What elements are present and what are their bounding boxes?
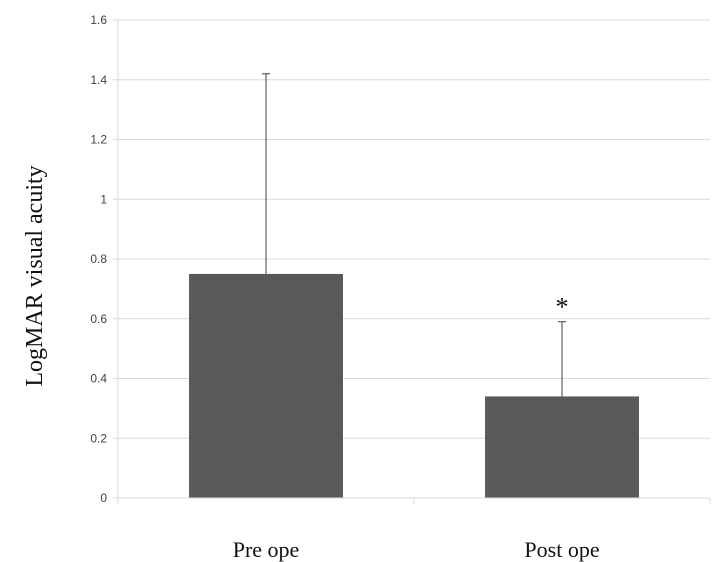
y-tick-label: 1.4 [90,73,107,87]
significance-asterisk: * [556,293,569,322]
y-tick-label: 0.4 [90,372,107,386]
y-axis-title: LogMAR visual acuity [22,165,48,386]
bar-post-ope [485,396,639,498]
y-tick-label: 1.2 [90,133,107,147]
y-tick-label: 0.8 [90,252,107,266]
category-labels: Pre ope Post ope [233,537,600,562]
bars [189,273,639,498]
y-tick-label: 0.6 [90,312,107,326]
category-label: Post ope [524,537,599,562]
y-tick-label: 1 [100,192,107,206]
y-tick-label: 0 [100,491,107,505]
error-bars [262,73,566,397]
category-label: Pre ope [233,537,300,562]
bar-pre-ope [189,273,343,498]
y-tick-label: 0.2 [90,431,107,445]
y-tick-label: 1.6 [90,13,107,27]
y-tick-labels: 0 0.2 0.4 0.6 0.8 1 1.2 1.4 1.6 [90,13,107,505]
significance-markers: * [556,293,569,322]
axes [113,19,711,504]
